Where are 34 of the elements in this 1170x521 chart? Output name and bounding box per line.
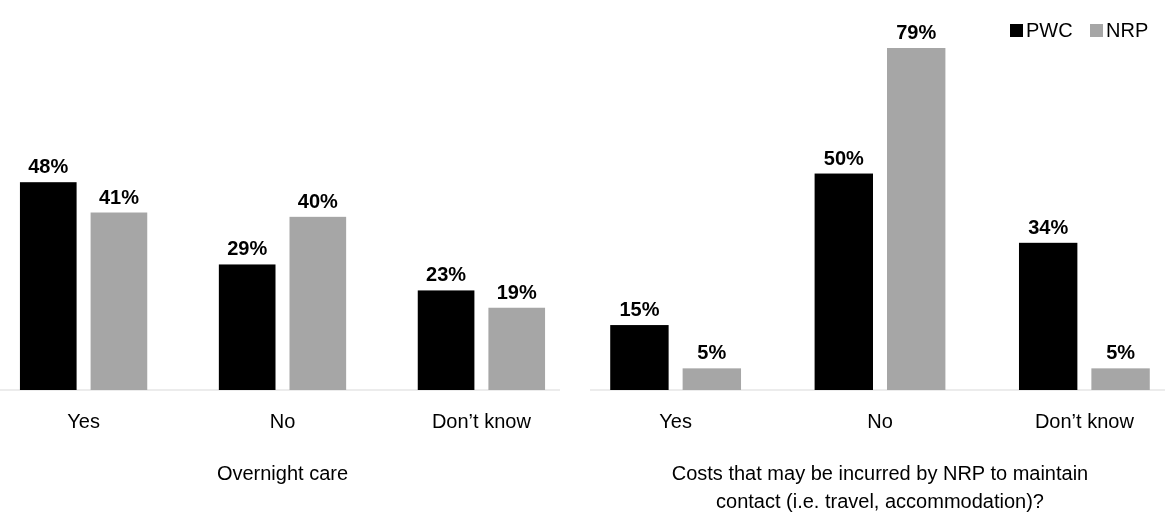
legend-label: PWC — [1026, 19, 1073, 41]
bar — [90, 212, 148, 390]
bar — [682, 368, 742, 390]
bar — [610, 325, 669, 390]
bar — [417, 290, 475, 390]
bar — [814, 173, 873, 390]
x-tick-label: Don’t know — [431, 410, 532, 432]
bar — [19, 182, 77, 390]
x-tick-label: Yes — [67, 410, 100, 432]
bar — [1018, 242, 1078, 390]
x-axis-title: Overnight care — [216, 462, 349, 484]
data-label: 29% — [227, 237, 268, 260]
x-tick-label: No — [269, 410, 296, 432]
data-label: 23% — [426, 263, 467, 286]
data-label: 15% — [619, 298, 660, 321]
bar — [1091, 368, 1150, 390]
data-label: 5% — [697, 341, 727, 364]
x-axis-title: Costs that may be incurred by NRP to maintain contact (i.e. travel, accommodation)? — [671, 462, 1089, 512]
data-label: 79% — [896, 21, 937, 43]
data-label: 5% — [1106, 341, 1136, 364]
data-label: 41% — [98, 185, 140, 208]
x-tick-label: No — [867, 410, 893, 432]
bar — [218, 264, 276, 390]
data-label: 34% — [1028, 215, 1069, 238]
x-tick-label: Don’t know — [1034, 410, 1135, 432]
data-label: 48% — [28, 155, 69, 178]
x-tick-label: Yes — [659, 410, 692, 432]
bar — [887, 48, 946, 390]
data-label: 40% — [297, 189, 339, 212]
bar — [289, 216, 347, 390]
data-label: 19% — [496, 280, 537, 303]
bar — [488, 307, 546, 390]
data-label: 50% — [823, 146, 865, 169]
legend-label: NRP — [1106, 19, 1149, 41]
